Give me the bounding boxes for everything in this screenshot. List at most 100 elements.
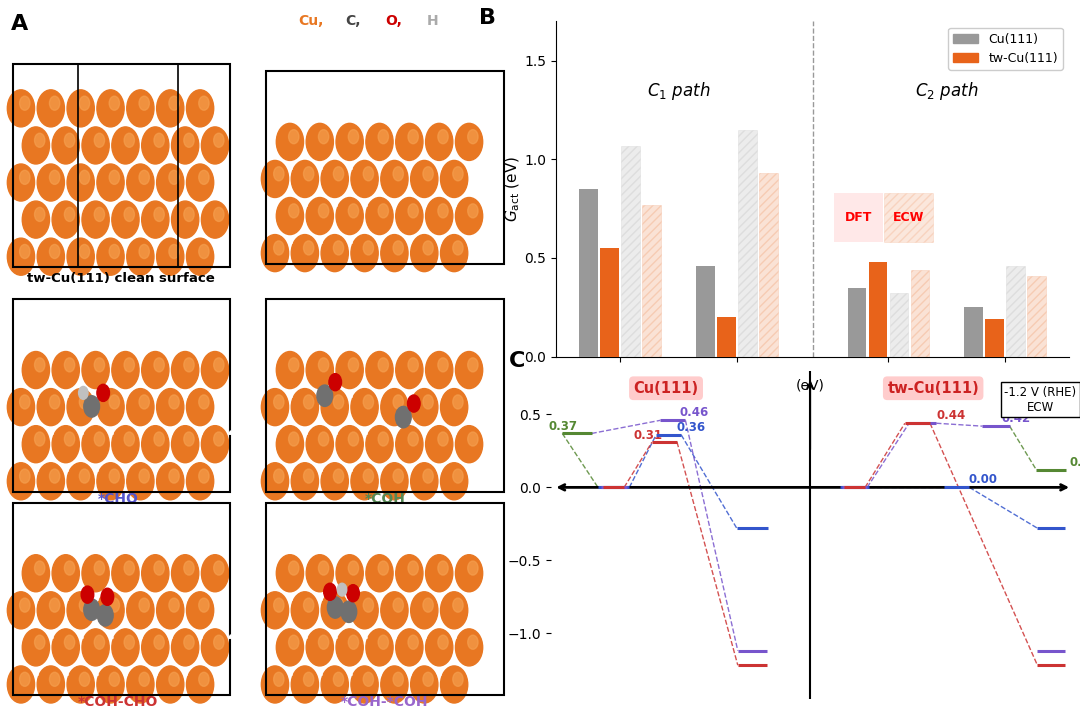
Bar — [600, 248, 619, 356]
Text: A: A — [11, 14, 28, 34]
Circle shape — [303, 598, 314, 612]
Text: O,: O, — [384, 14, 402, 28]
Circle shape — [94, 358, 105, 372]
Circle shape — [336, 352, 363, 389]
Circle shape — [378, 635, 389, 650]
Circle shape — [94, 432, 105, 446]
Circle shape — [172, 352, 199, 389]
Circle shape — [172, 629, 199, 666]
Text: ECW: ECW — [892, 211, 924, 224]
Circle shape — [8, 238, 35, 275]
Circle shape — [8, 666, 35, 703]
Text: Cu,: Cu, — [298, 14, 324, 28]
Circle shape — [187, 238, 214, 275]
Text: *COH-*COH: *COH-*COH — [964, 385, 1045, 399]
Circle shape — [19, 598, 30, 612]
Circle shape — [303, 672, 314, 687]
Circle shape — [124, 207, 134, 222]
Circle shape — [65, 207, 75, 222]
Circle shape — [199, 170, 210, 185]
Text: tw-Cu(111) clean surface: tw-Cu(111) clean surface — [27, 272, 214, 284]
Circle shape — [351, 463, 378, 500]
Circle shape — [426, 123, 453, 160]
Circle shape — [141, 352, 168, 389]
Circle shape — [423, 395, 433, 409]
Circle shape — [37, 463, 65, 500]
Circle shape — [456, 426, 483, 463]
Circle shape — [124, 358, 134, 372]
Circle shape — [366, 426, 393, 463]
Circle shape — [139, 469, 149, 483]
Circle shape — [79, 598, 90, 612]
Circle shape — [306, 198, 334, 235]
Text: 0.44: 0.44 — [936, 409, 967, 422]
Bar — [13, 64, 230, 267]
Circle shape — [157, 164, 184, 201]
Circle shape — [79, 395, 90, 409]
Text: 0.42: 0.42 — [1001, 412, 1030, 425]
Circle shape — [154, 133, 164, 148]
Circle shape — [334, 395, 343, 409]
Circle shape — [50, 469, 59, 483]
Circle shape — [157, 238, 184, 275]
Circle shape — [187, 666, 214, 703]
Circle shape — [381, 389, 408, 426]
Circle shape — [141, 426, 168, 463]
Circle shape — [82, 352, 109, 389]
Circle shape — [109, 395, 120, 409]
Circle shape — [334, 672, 343, 687]
Circle shape — [112, 201, 139, 238]
Circle shape — [172, 127, 199, 164]
Circle shape — [97, 605, 113, 626]
Circle shape — [292, 666, 319, 703]
Circle shape — [168, 96, 179, 111]
Circle shape — [124, 561, 134, 575]
Circle shape — [408, 635, 418, 650]
Circle shape — [139, 672, 149, 687]
Circle shape — [82, 629, 109, 666]
Circle shape — [154, 561, 164, 575]
Circle shape — [214, 207, 224, 222]
Circle shape — [157, 592, 184, 629]
Circle shape — [184, 207, 194, 222]
Circle shape — [408, 130, 418, 144]
Bar — [890, 294, 908, 356]
Circle shape — [201, 201, 229, 238]
Circle shape — [65, 432, 75, 446]
Bar — [848, 287, 866, 356]
Circle shape — [139, 170, 149, 185]
Circle shape — [84, 396, 99, 417]
Circle shape — [319, 432, 328, 446]
Text: $\mathit{C_1}\ \mathit{path}$: $\mathit{C_1}\ \mathit{path}$ — [647, 81, 711, 102]
Circle shape — [50, 245, 59, 259]
Circle shape — [321, 235, 349, 272]
Circle shape — [378, 561, 389, 575]
Circle shape — [187, 164, 214, 201]
Circle shape — [199, 598, 210, 612]
Circle shape — [276, 555, 303, 592]
Text: 0.46: 0.46 — [679, 406, 708, 419]
Circle shape — [109, 469, 120, 483]
Circle shape — [172, 201, 199, 238]
Bar — [964, 307, 983, 356]
Circle shape — [19, 245, 30, 259]
Circle shape — [321, 389, 349, 426]
Circle shape — [316, 385, 333, 406]
Text: DFT: DFT — [845, 211, 872, 224]
Circle shape — [23, 555, 50, 592]
Circle shape — [82, 201, 109, 238]
Legend: Cu(111), tw-Cu(111): Cu(111), tw-Cu(111) — [948, 28, 1063, 70]
Circle shape — [303, 469, 314, 483]
Circle shape — [154, 635, 164, 650]
Circle shape — [79, 386, 87, 399]
Circle shape — [50, 96, 59, 111]
Circle shape — [408, 561, 418, 575]
Circle shape — [441, 463, 468, 500]
Circle shape — [319, 358, 328, 372]
Circle shape — [468, 358, 478, 372]
Bar — [13, 503, 230, 695]
Circle shape — [102, 588, 113, 605]
Circle shape — [276, 426, 303, 463]
Circle shape — [276, 123, 303, 160]
Circle shape — [124, 432, 134, 446]
